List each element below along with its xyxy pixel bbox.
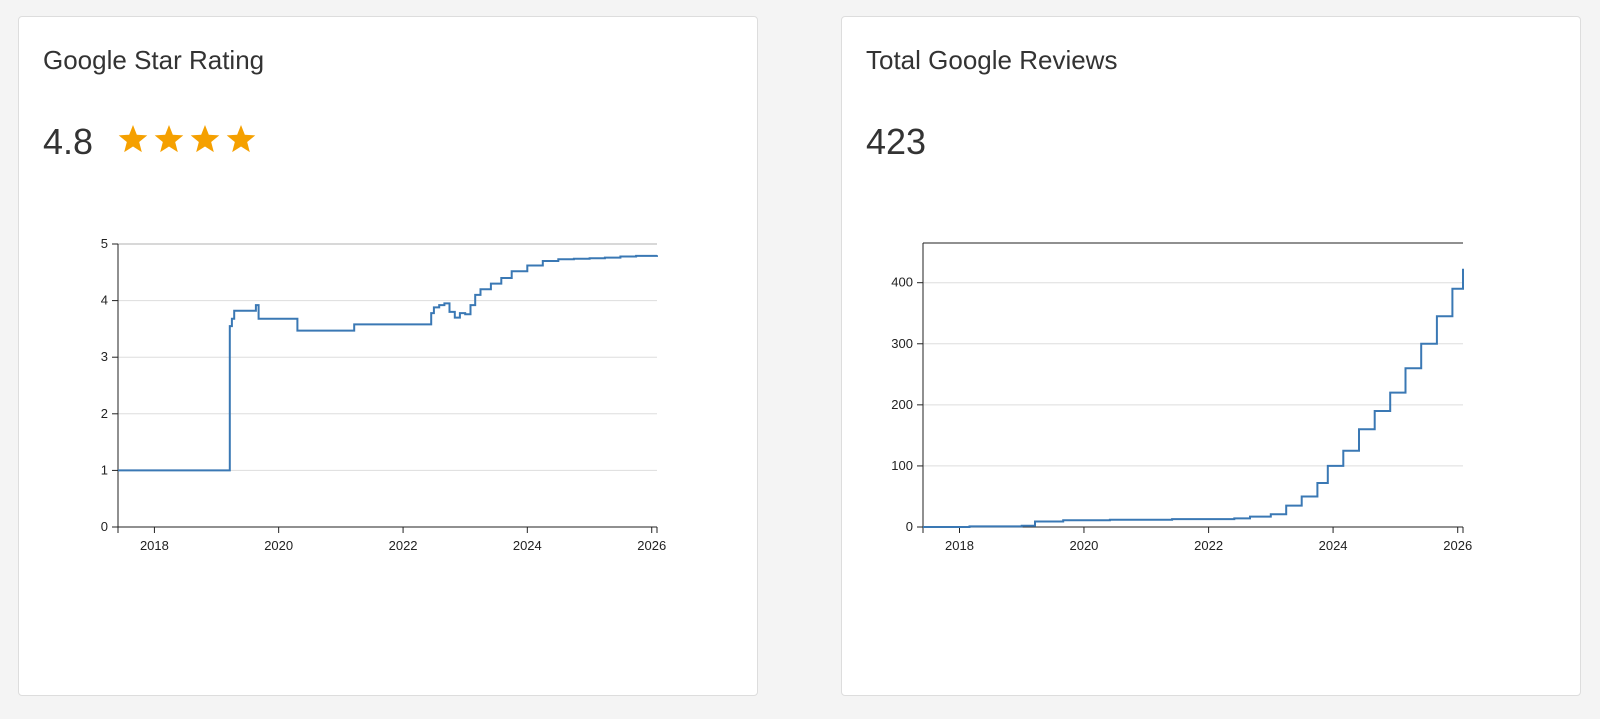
rating-card: Google Star Rating 4.8 0 1 2 3 4 5 2018 2020 202…: [18, 16, 758, 696]
x-tick-label: 2024: [1319, 538, 1348, 553]
y-tick-label: 100: [891, 458, 913, 473]
series-line: [118, 254, 658, 472]
y-tick-label: 0: [906, 519, 913, 534]
star-rating: [117, 123, 257, 155]
y-tick-label: 200: [891, 397, 913, 412]
x-tick-label: 2024: [513, 538, 542, 553]
x-tick-label: 2018: [140, 538, 169, 553]
star-icon: [190, 125, 220, 153]
rating-value: 4.8: [43, 121, 94, 162]
series-line: [923, 268, 1464, 528]
star-icon: [118, 125, 148, 153]
reviews-card-title: Total Google Reviews: [866, 45, 1118, 75]
x-tick-label: 2018: [945, 538, 974, 553]
x-tick-label: 2022: [1194, 538, 1223, 553]
y-tick-label: 300: [891, 336, 913, 351]
rating-card-title: Google Star Rating: [43, 45, 265, 75]
y-tick-label: 400: [891, 275, 913, 290]
y-tick-label: 5: [101, 236, 108, 251]
x-tick-label: 2020: [1069, 538, 1098, 553]
star-icon: [226, 125, 256, 153]
x-tick-label: 2026: [1443, 538, 1472, 553]
x-tick-label: 2022: [389, 538, 418, 553]
reviews-value: 423: [866, 121, 927, 162]
star-icon: [154, 125, 184, 153]
y-tick-label: 1: [101, 462, 108, 477]
x-tick-label: 2026: [637, 538, 666, 553]
y-tick-label: 4: [101, 293, 108, 308]
reviews-card: Total Google Reviews 423 0 100 200 300 400 20…: [841, 16, 1581, 696]
y-tick-label: 3: [101, 349, 108, 364]
y-tick-label: 0: [101, 519, 108, 534]
reviews-chart: 0 100 200 300 400 2018 2020 2022 2024 2026: [891, 242, 1472, 553]
rating-chart: 0 1 2 3 4 5 2018 2020 2022 2024 2026: [101, 236, 666, 553]
x-tick-label: 2020: [264, 538, 293, 553]
y-tick-label: 2: [101, 406, 108, 421]
